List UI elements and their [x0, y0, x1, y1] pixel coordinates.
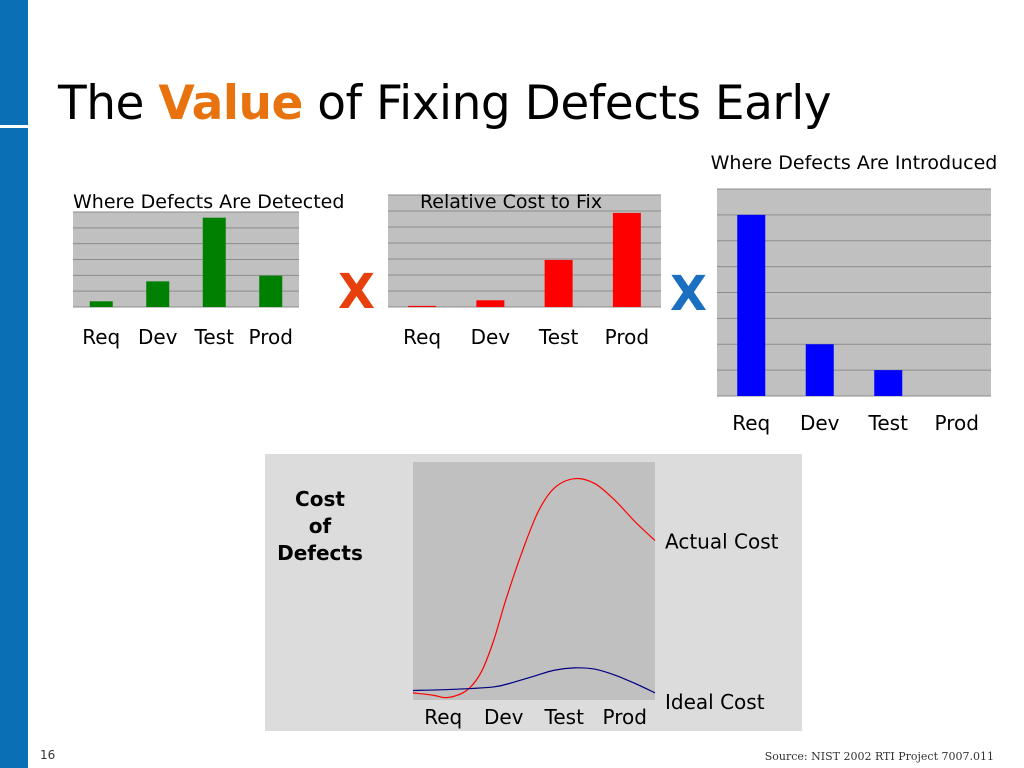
introduced-bar-test — [874, 370, 903, 396]
introduced-tick-label: Dev — [800, 411, 840, 435]
sidebar-accent-bar — [0, 0, 28, 768]
introduced-bar-req — [737, 214, 766, 396]
cost-bar-prod — [612, 212, 641, 307]
introduced-tick-label: Prod — [935, 411, 979, 435]
detected-bar-test — [202, 217, 226, 307]
cost-of-defects-line-chart: Actual Cost Ideal Cost Req Dev Test Prod — [412, 462, 779, 729]
introduced-tick-label: Req — [732, 411, 770, 435]
detected-bar-req — [89, 301, 113, 307]
cost-label-line-1: Cost — [295, 487, 345, 511]
cost-tick-label: Req — [403, 325, 441, 349]
cost-of-defects-tick-label: Prod — [603, 705, 647, 729]
multiply-operator-1: X — [338, 264, 376, 320]
cost-of-defects-tick-label: Test — [544, 705, 585, 729]
detected-tick-label: Req — [82, 325, 120, 349]
introduced-tick-label: Test — [868, 411, 909, 435]
actual-cost-line — [412, 477, 656, 699]
detected-bar-prod — [259, 275, 283, 307]
cost-label-line-3: Defects — [277, 541, 363, 565]
title-accent-word: Value — [158, 76, 303, 131]
source-note: Source: NIST 2002 RTI Project 7007.011 — [764, 750, 994, 763]
cost-of-defects-plot-area — [413, 462, 655, 700]
cost-tick-label: Dev — [471, 325, 511, 349]
detected-bar-dev — [146, 281, 170, 307]
cost-of-defects-label: Cost of Defects — [265, 486, 375, 567]
cost-bar-chart: Req Dev Test Prod Relative Cost to Fix — [388, 191, 661, 349]
cost-bar-req — [408, 305, 437, 307]
detected-bar-chart: Req Dev Test Prod Where Defects Are Detected — [73, 191, 344, 349]
cost-label-line-2: of — [308, 514, 332, 538]
introduced-bar-chart: Req Dev Test Prod Where Defects Are Introduc… — [711, 152, 998, 435]
cost-of-defects-tick-label: Dev — [484, 705, 524, 729]
sidebar-divider — [0, 125, 28, 128]
cost-tick-label: Prod — [605, 325, 649, 349]
detected-tick-label: Test — [194, 325, 235, 349]
title-text-before: The — [58, 76, 144, 131]
detected-chart-title: Where Defects Are Detected — [73, 191, 344, 213]
detected-tick-label: Prod — [249, 325, 293, 349]
slide-title: The Value of Fixing Defects Early — [58, 72, 832, 136]
introduced-bar-dev — [805, 344, 834, 396]
cost-tick-label: Test — [538, 325, 579, 349]
title-text-after: of Fixing Defects Early — [317, 76, 832, 131]
cost-of-defects-tick-label: Req — [424, 705, 462, 729]
cost-bar-dev — [476, 300, 505, 307]
ideal-cost-line — [412, 667, 656, 694]
cost-bar-test — [544, 259, 573, 307]
multiply-operator-2: X — [670, 266, 708, 322]
detected-tick-label: Dev — [138, 325, 178, 349]
ideal-cost-label: Ideal Cost — [665, 690, 765, 714]
cost-chart-title: Relative Cost to Fix — [420, 191, 602, 213]
page-number: 16 — [40, 748, 56, 762]
actual-cost-label: Actual Cost — [665, 530, 779, 554]
introduced-chart-title: Where Defects Are Introduced — [711, 152, 998, 174]
